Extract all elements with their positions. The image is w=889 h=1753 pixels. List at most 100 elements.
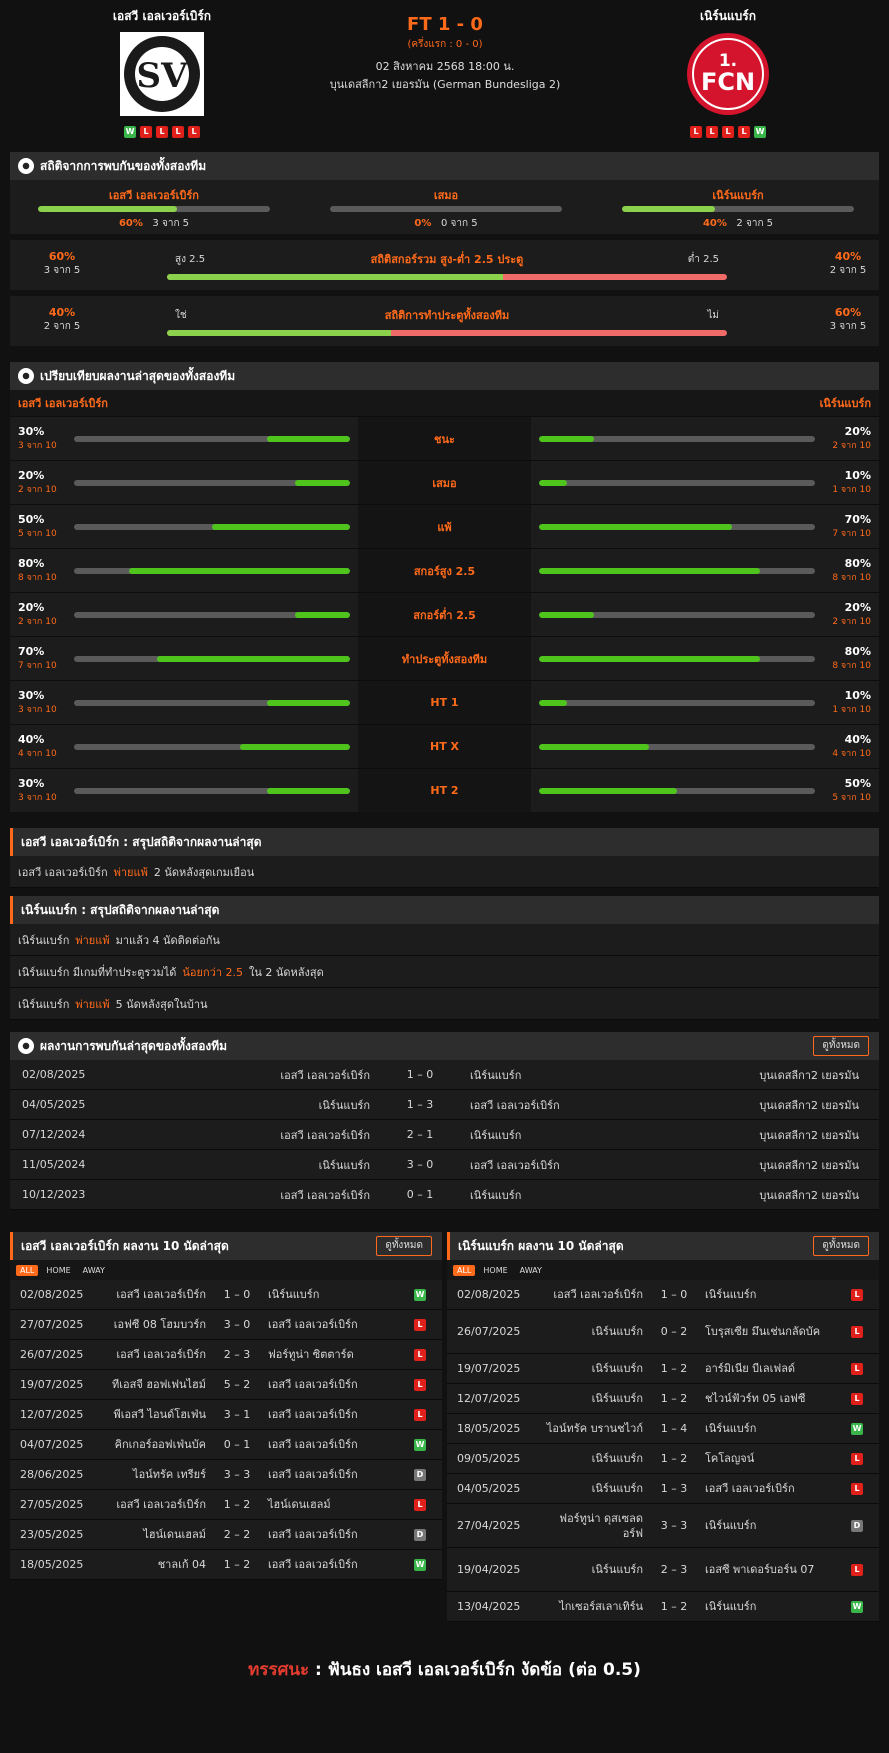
home-team[interactable]: เอสวี เอลเวอร์เบิร์ก [280, 1068, 370, 1082]
match-row[interactable]: 02/08/2025 เอสวี เอลเวอร์เบิร์ก 1 – 0 เนิร์… [447, 1280, 879, 1310]
h2h-result-row[interactable]: 07/12/2024 เอสวี เอลเวอร์เบิร์ก 2 – 1 เนิร์… [10, 1120, 879, 1150]
match-row[interactable]: 18/05/2025 ไอน์ทรัค บรานชไวก์ 1 – 4 เนิร์นแ… [447, 1414, 879, 1444]
home-team[interactable]: เนิร์นแบร์ก [591, 1482, 643, 1495]
home-team[interactable]: เอสวี เอลเวอร์เบิร์ก [280, 1128, 370, 1142]
comparison-home-count: 3 จาก 10 [18, 793, 57, 803]
match-row[interactable]: 18/05/2025 ชาลเก้ 04 1 – 2 เอสวี เอลเวอร์เบ… [10, 1550, 442, 1580]
home-team[interactable]: พีเอสวี ไอนด์โฮเฟ่น [113, 1408, 207, 1421]
h2h-result-row[interactable]: 11/05/2024 เนิร์นแบร์ก 3 – 0 เอสวี เอลเวอร์… [10, 1150, 879, 1180]
home-team[interactable]: เนิร์นแบร์ก [318, 1098, 370, 1112]
away-team[interactable]: ไฮน์เดนเฮลม์ [268, 1498, 331, 1511]
away-team[interactable]: เนิร์นแบร์ก [705, 1600, 757, 1613]
away-team[interactable]: เนิร์นแบร์ก [470, 1188, 522, 1202]
away-team-name[interactable]: เนิร์นแบร์ก [699, 9, 756, 23]
away-team[interactable]: โคโลญจน์ [705, 1452, 755, 1465]
home-team[interactable]: เอสวี เอลเวอร์เบิร์ก [116, 1348, 206, 1361]
match-row[interactable]: 04/07/2025 คิกเกอร์ออฟเฟ่นบัค 0 – 1 เอสวี เ… [10, 1430, 442, 1460]
home-team[interactable]: เนิร์นแบร์ก [591, 1563, 643, 1576]
away-team[interactable]: เอสวี เอลเวอร์เบิร์ก [268, 1408, 358, 1421]
away-team[interactable]: เนิร์นแบร์ก [705, 1422, 757, 1435]
home-team[interactable]: เนิร์นแบร์ก [591, 1325, 643, 1338]
comparison-label: เสมอ [358, 461, 531, 504]
filter-all-tab[interactable]: ALL [453, 1264, 476, 1276]
match-row[interactable]: 28/06/2025 ไอน์ทรัค เทรียร์ 3 – 3 เอสวี เอล… [10, 1460, 442, 1490]
match-row[interactable]: 09/05/2025 เนิร์นแบร์ก 1 – 2 โคโลญจน์ L [447, 1444, 879, 1474]
home-team[interactable]: ชาลเก้ 04 [157, 1558, 206, 1571]
home-team[interactable]: ฟอร์ทูน่า ดุสเซลดอร์ฟ [559, 1511, 643, 1540]
home-team[interactable]: ไฮน์เดนเฮลม์ [143, 1528, 206, 1541]
away-team[interactable]: โบรุสเซีย มึนเช่นกลัดบัค [705, 1325, 821, 1338]
home-team[interactable]: เนิร์นแบร์ก [591, 1392, 643, 1405]
match-row[interactable]: 13/04/2025 ไกเซอร์สเลาเทิร์น 1 – 2 เนิร์นแบ… [447, 1592, 879, 1622]
away-team[interactable]: เนิร์นแบร์ก [268, 1288, 320, 1301]
h2h-item-label: เสมอ [433, 189, 459, 202]
match-row[interactable]: 27/05/2025 เอสวี เอลเวอร์เบิร์ก 1 – 2 ไฮน์เ… [10, 1490, 442, 1520]
away-team[interactable]: เอสวี เอลเวอร์เบิร์ก [268, 1468, 358, 1481]
match-league[interactable]: บุนเดสลีกา2 เยอรมัน (German Bundesliga 2… [329, 78, 561, 91]
home-team[interactable]: คิกเกอร์ออฟเฟ่นบัค [114, 1438, 206, 1451]
home-team[interactable]: ไกเซอร์สเลาเทิร์น [559, 1600, 643, 1613]
comparison-home-pct-block: 30% 3 จาก 10 [18, 689, 74, 716]
away-team[interactable]: ฟอร์ทูน่า ซิตตาร์ด [268, 1348, 354, 1361]
away-team[interactable]: เอสวี เอลเวอร์เบิร์ก [470, 1098, 560, 1112]
home-team-name[interactable]: เอสวี เอลเวอร์เบิร์ก [112, 9, 212, 23]
home-team[interactable]: ไอน์ทรัค บรานชไวก์ [546, 1422, 643, 1435]
away-team[interactable]: เอสซี พาเดอร์บอร์น 07 [705, 1563, 815, 1576]
match-date: 10/12/2023 [22, 1188, 86, 1201]
match-row[interactable]: 26/07/2025 เอสวี เอลเวอร์เบิร์ก 2 – 3 ฟอร์ท… [10, 1340, 442, 1370]
home-team[interactable]: เอสวี เอลเวอร์เบิร์ก [553, 1288, 643, 1301]
filter-away-tab[interactable]: AWAY [82, 1265, 105, 1275]
match-row[interactable]: 02/08/2025 เอสวี เอลเวอร์เบิร์ก 1 – 0 เนิร์… [10, 1280, 442, 1310]
home-team[interactable]: ทีเอสจี ฮอฟเฟนไฮม์ [112, 1378, 206, 1391]
away-team[interactable]: เอสวี เอลเวอร์เบิร์ก [268, 1318, 358, 1331]
match-row[interactable]: 12/07/2025 เนิร์นแบร์ก 1 – 2 ชไวน์ฟัวร์ท 05… [447, 1384, 879, 1414]
view-all-home-button[interactable]: ดูทั้งหมด [376, 1236, 432, 1256]
away-team[interactable]: เอสวี เอลเวอร์เบิร์ก [268, 1378, 358, 1391]
filter-home-tab[interactable]: HOME [483, 1265, 508, 1275]
view-all-h2h-button[interactable]: ดูทั้งหมด [813, 1036, 869, 1056]
away-team[interactable]: ชไวน์ฟัวร์ท 05 เอฟซี [705, 1392, 806, 1405]
home-team[interactable]: เนิร์นแบร์ก [591, 1362, 643, 1375]
comparison-label: แพ้ [358, 505, 531, 548]
away-team[interactable]: เนิร์นแบร์ก [705, 1519, 757, 1532]
comparison-label: HT 1 [358, 681, 531, 724]
match-row[interactable]: 12/07/2025 พีเอสวี ไอนด์โฮเฟ่น 3 – 1 เอสวี … [10, 1400, 442, 1430]
away-team[interactable]: เอสวี เอลเวอร์เบิร์ก [470, 1158, 560, 1172]
filter-all-tab[interactable]: ALL [16, 1264, 39, 1276]
h2h-result-row[interactable]: 10/12/2023 เอสวี เอลเวอร์เบิร์ก 0 – 1 เนิร์… [10, 1180, 879, 1210]
away-team[interactable]: เอสวี เอลเวอร์เบิร์ก [705, 1482, 795, 1495]
home-team-logo[interactable]: SV [120, 32, 204, 116]
match-row[interactable]: 04/05/2025 เนิร์นแบร์ก 1 – 3 เอสวี เอลเวอร์… [447, 1474, 879, 1504]
match-row[interactable]: 26/07/2025 เนิร์นแบร์ก 0 – 2 โบรุสเซีย มึนเ… [447, 1310, 879, 1354]
home-team[interactable]: เนิร์นแบร์ก [318, 1158, 370, 1172]
match-row[interactable]: 19/07/2025 เนิร์นแบร์ก 1 – 2 อาร์มิเนีย บีเ… [447, 1354, 879, 1384]
match-row[interactable]: 27/04/2025 ฟอร์ทูน่า ดุสเซลดอร์ฟ 3 – 3 เนิร… [447, 1504, 879, 1548]
h2h-result-row[interactable]: 02/08/2025 เอสวี เอลเวอร์เบิร์ก 1 – 0 เนิร์… [10, 1060, 879, 1090]
away-team[interactable]: เอสวี เอลเวอร์เบิร์ก [268, 1558, 358, 1571]
away-team[interactable]: เนิร์นแบร์ก [705, 1288, 757, 1301]
result-cell: L [835, 1452, 879, 1465]
away-team[interactable]: อาร์มิเนีย บีเลเฟลด์ [705, 1362, 796, 1375]
filter-away-tab[interactable]: AWAY [519, 1265, 542, 1275]
away-team[interactable]: เอสวี เอลเวอร์เบิร์ก [268, 1528, 358, 1541]
home-last10-title: เอสวี เอลเวอร์เบิร์ก ผลงาน 10 นัดล่าสุด [21, 1238, 229, 1253]
view-all-away-button[interactable]: ดูทั้งหมด [813, 1236, 869, 1256]
match-row[interactable]: 19/04/2025 เนิร์นแบร์ก 2 – 3 เอสซี พาเดอร์บ… [447, 1548, 879, 1592]
away-team-logo[interactable]: 1. FCN [686, 32, 770, 116]
home-team[interactable]: เอฟซี 08 โฮมบวร์ก [113, 1318, 206, 1331]
match-row[interactable]: 23/05/2025 ไฮน์เดนเฮลม์ 2 – 2 เอสวี เอลเวอร… [10, 1520, 442, 1550]
home-team[interactable]: เอสวี เอลเวอร์เบิร์ก [280, 1188, 370, 1202]
home-team[interactable]: เอสวี เอลเวอร์เบิร์ก [116, 1288, 206, 1301]
away-team[interactable]: เนิร์นแบร์ก [470, 1128, 522, 1142]
form-badge: W [124, 126, 136, 138]
h2h-result-row[interactable]: 04/05/2025 เนิร์นแบร์ก 1 – 3 เอสวี เอลเวอร์… [10, 1090, 879, 1120]
home-team[interactable]: ไอน์ทรัค เทรียร์ [133, 1468, 206, 1481]
filter-home-tab[interactable]: HOME [46, 1265, 71, 1275]
home-team[interactable]: เอสวี เอลเวอร์เบิร์ก [116, 1498, 206, 1511]
comparison-team-labels: เอสวี เอลเวอร์เบิร์ก เนิร์นแบร์ก [10, 390, 879, 416]
home-team[interactable]: เนิร์นแบร์ก [591, 1452, 643, 1465]
match-row[interactable]: 27/07/2025 เอฟซี 08 โฮมบวร์ก 3 – 0 เอสวี เอ… [10, 1310, 442, 1340]
match-row[interactable]: 19/07/2025 ทีเอสจี ฮอฟเฟนไฮม์ 5 – 2 เอสวี เ… [10, 1370, 442, 1400]
away-team[interactable]: เนิร์นแบร์ก [470, 1068, 522, 1082]
away-team[interactable]: เอสวี เอลเวอร์เบิร์ก [268, 1438, 358, 1451]
